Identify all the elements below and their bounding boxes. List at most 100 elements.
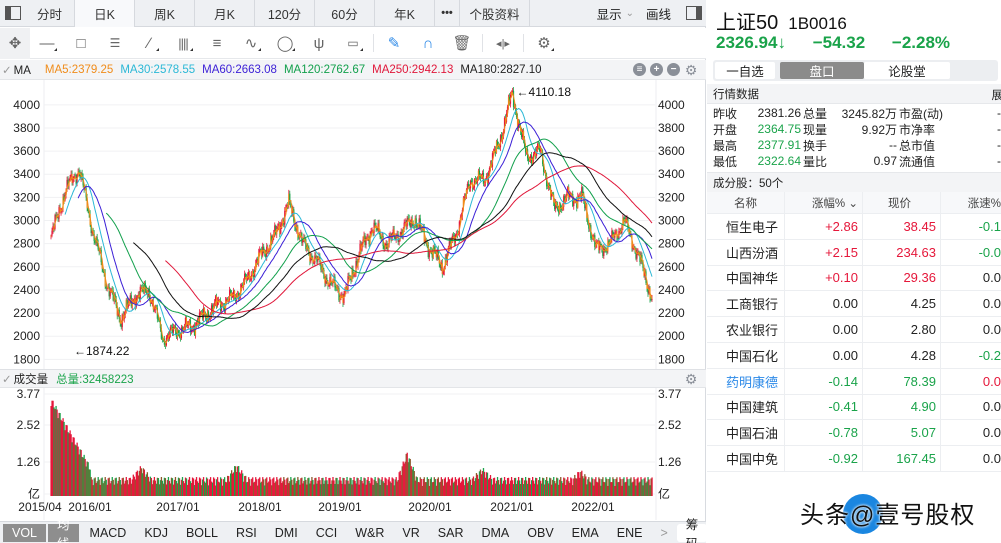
gear-icon[interactable]: ⚙: [684, 62, 698, 78]
svg-text:3800: 3800: [658, 121, 685, 135]
crosshair-move-icon[interactable]: ✥: [0, 27, 30, 59]
text-box-icon[interactable]: ≡: [212, 34, 222, 52]
indicator-tabs: VOL均线 MACD KDJ BOLL RSI DMI CCI W&R VR SAR DMA OBV E…: [0, 518, 708, 543]
table-row[interactable]: 恒生电子 +2.86 38.45 -0.1: [707, 214, 1001, 240]
left-panel-toggle[interactable]: [0, 0, 25, 27]
zoom-out-icon[interactable]: −: [667, 63, 680, 76]
line-icon[interactable]: —: [30, 28, 64, 59]
tab-stock-info[interactable]: 个股资料: [460, 0, 530, 27]
column-header[interactable]: 涨幅% ⌄: [785, 192, 863, 213]
volume-toggle[interactable]: ✓ 成交量: [2, 373, 49, 386]
svg-text:2400: 2400: [13, 283, 40, 297]
gear-icon[interactable]: ⚙: [684, 371, 698, 387]
label-icon[interactable]: ▭: [336, 28, 370, 59]
column-header[interactable]: 名称: [707, 192, 785, 213]
indicator-tab-cci[interactable]: CCI: [315, 525, 338, 540]
indicator-tab-ema[interactable]: EMA: [571, 525, 599, 540]
magnet-icon[interactable]: ∩: [422, 34, 434, 52]
indicator-tab-kdj[interactable]: KDJ: [144, 525, 168, 540]
table-cell: 0.0: [982, 322, 1001, 338]
tab-monthly-k[interactable]: 月K: [195, 0, 255, 27]
ma60-value: MA60:2663.08: [202, 63, 277, 76]
indicator-tab-boll[interactable]: BOLL: [185, 525, 218, 540]
table-cell: 0.00: [785, 291, 863, 317]
table-row[interactable]: 山西汾酒 +2.15 234.63 -0.0: [707, 239, 1001, 266]
vertical-lines-icon[interactable]: ||||: [166, 28, 200, 59]
constituents-header: 成分股：50个: [707, 172, 1001, 192]
indicator-tab-vr[interactable]: VR: [402, 525, 420, 540]
tab-forum[interactable]: 论股堂: [864, 62, 950, 79]
divider: [482, 34, 483, 52]
svg-text:2.52: 2.52: [17, 418, 41, 432]
segment-icon[interactable]: ∕: [132, 28, 166, 59]
chips-button[interactable]: 筹码: [676, 518, 708, 543]
svg-text:3600: 3600: [13, 144, 40, 158]
wave-icon[interactable]: ∿: [234, 28, 268, 59]
table-row[interactable]: 中国神华 +0.10 29.36 0.0: [707, 265, 1001, 292]
svg-text:←4110.18: ←4110.18: [517, 85, 572, 99]
zoom-in-icon[interactable]: +: [650, 63, 663, 76]
column-header[interactable]: 涨速%: [967, 197, 1001, 210]
indicator-tab-vol[interactable]: VOL: [3, 523, 47, 542]
tab-daily-k[interactable]: 日K: [75, 0, 135, 27]
more-periods-button[interactable]: •••: [435, 0, 460, 27]
table-row[interactable]: 农业银行 0.00 2.80 0.0: [707, 317, 1001, 343]
table-row[interactable]: 中国建筑 -0.41 4.90 0.0: [707, 394, 1001, 421]
more-indicators-button[interactable]: >: [660, 525, 668, 540]
column-header[interactable]: 现价: [863, 192, 941, 213]
display-menu[interactable]: 显示: [596, 7, 622, 22]
svg-text:2015/04: 2015/04: [18, 500, 62, 514]
svg-text:←1874.22: ←1874.22: [74, 344, 130, 358]
ma-legend: ✓ MA MA5:2379.25 MA30:2578.55 MA60:2663.0…: [0, 60, 706, 80]
fork-icon[interactable]: ψ: [313, 34, 325, 52]
settings-icon[interactable]: ⚙: [527, 28, 561, 59]
zoom-width-icon[interactable]: ◂|▸: [496, 37, 510, 50]
table-row[interactable]: 中国石化 0.00 4.28 -0.2: [707, 342, 1001, 369]
ma-toggle[interactable]: ✓ MA: [2, 64, 31, 77]
remove-watchlist-button[interactable]: 一自选: [715, 62, 775, 79]
ma120-value: MA120:2762.67: [283, 63, 366, 76]
table-cell: 0.0: [982, 373, 1001, 389]
indicator-tab-rsi[interactable]: RSI: [235, 525, 257, 540]
circle-icon[interactable]: ◯: [276, 35, 295, 52]
table-cell: -0.0: [978, 244, 1001, 260]
indicator-tab-dmi[interactable]: DMI: [274, 525, 298, 540]
table-row[interactable]: 中国石油 -0.78 5.07 0.0: [707, 420, 1001, 447]
svg-text:2200: 2200: [13, 306, 40, 320]
fan-icon[interactable]: ☰: [109, 36, 121, 50]
label: 市盈(动): [899, 106, 943, 121]
svg-text:3000: 3000: [13, 214, 40, 228]
indicator-tab-dma[interactable]: DMA: [481, 525, 510, 540]
table-cell: -0.78: [785, 420, 863, 446]
tab-order-book[interactable]: 盘口: [780, 62, 864, 79]
indicator-tab-ene[interactable]: ENE: [616, 525, 643, 540]
tab-weekly-k[interactable]: 周K: [135, 0, 195, 27]
expand-button[interactable]: 展: [991, 90, 1001, 102]
table-cell: +2.86: [785, 214, 863, 239]
label: 市净率: [899, 122, 936, 137]
indicator-tab-sar[interactable]: SAR: [437, 525, 464, 540]
draw-lines-button[interactable]: 画线: [645, 7, 671, 22]
tab-120min[interactable]: 120分: [255, 0, 315, 27]
rectangle-icon[interactable]: □: [76, 34, 86, 52]
tab-yearly-k[interactable]: 年K: [375, 0, 435, 27]
collapse-icon[interactable]: ≡: [633, 63, 646, 76]
table-cell: 0.00: [785, 317, 863, 342]
right-panel-toggle[interactable]: [681, 0, 706, 27]
table-cell: 中国石油: [707, 420, 785, 446]
stock-title: 上证50 1B0016: [716, 6, 847, 35]
quote-pane: 上证50 1B0016 2326.94↓ −54.32 −2.28% 一自选 盘口…: [707, 0, 1001, 543]
indicator-tab-macd[interactable]: MACD: [89, 525, 127, 540]
price-chart[interactable]: 4000 4000 3800 3800 3600 3600 3400 3400 3200 3200…: [0, 80, 706, 369]
tab-intraday[interactable]: 分时: [25, 0, 75, 27]
indicator-tab-wr[interactable]: W&R: [355, 525, 385, 540]
table-row[interactable]: 工商银行 0.00 4.25 0.0: [707, 291, 1001, 318]
table-row[interactable]: 中国中免 -0.92 167.45 0.0: [707, 446, 1001, 472]
pen-icon[interactable]: ✎: [387, 35, 401, 52]
indicator-tab-obv[interactable]: OBV: [527, 525, 554, 540]
tab-60min[interactable]: 60分: [315, 0, 375, 27]
indicator-tab-[interactable]: 均线: [48, 518, 79, 543]
table-row[interactable]: 药明康德 -0.14 78.39 0.0: [707, 368, 1001, 395]
trash-icon[interactable]: 🗑: [452, 35, 472, 52]
